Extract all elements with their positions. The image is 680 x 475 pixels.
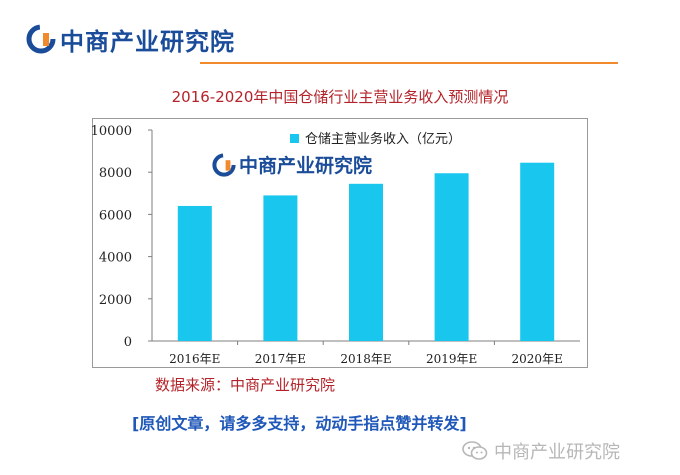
brand-logo-icon	[212, 152, 236, 177]
chart-frame	[92, 118, 588, 368]
y-tick-label: 10000	[91, 124, 132, 139]
footer-brand: 中商产业研究院	[462, 438, 620, 464]
x-tick-label: 2018年E	[340, 352, 391, 366]
bar	[520, 162, 555, 341]
x-tick-label: 2017年E	[255, 352, 306, 366]
legend-label: 仓储主营业务收入（亿元）	[305, 131, 461, 147]
header-divider	[200, 62, 618, 64]
wechat-icon	[462, 441, 488, 460]
header-logo: 中商产业研究院	[26, 22, 235, 56]
bar	[434, 173, 469, 341]
y-tick-label: 8000	[99, 166, 132, 181]
chart-title: 2016-2020年中国仓储行业主营业务收入预测情况	[171, 88, 509, 106]
data-source: 数据来源：中商产业研究院	[155, 376, 336, 394]
bar	[177, 205, 212, 341]
y-tick-label: 6000	[99, 208, 132, 223]
legend-swatch	[290, 134, 299, 143]
watermark-brand-text: 中商产业研究院	[239, 155, 373, 177]
x-tick-label: 2020年E	[512, 352, 563, 366]
bar	[349, 183, 383, 341]
footer-brand-text: 中商产业研究院	[494, 442, 620, 463]
y-tick-label: 0	[124, 335, 132, 350]
brand-logo-icon	[26, 24, 56, 54]
bar	[263, 195, 298, 341]
y-tick-label: 2000	[99, 293, 132, 308]
y-tick-label: 4000	[99, 251, 132, 266]
x-tick-label: 2016年E	[169, 352, 220, 366]
x-tick-label: 2019年E	[426, 352, 477, 366]
header-brand-text: 中商产业研究院	[60, 27, 235, 56]
slogan: [原创文章，请多多支持，动动手指点赞并转发]	[132, 414, 467, 433]
watermark-logo: 中商产业研究院	[212, 151, 372, 178]
